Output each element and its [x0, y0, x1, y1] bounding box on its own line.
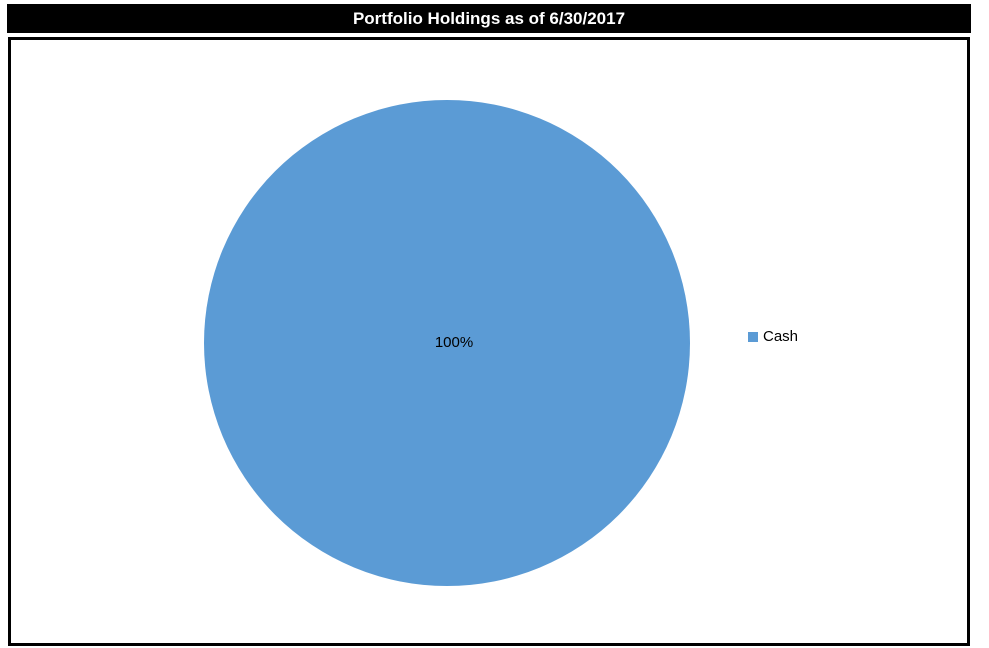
pie-labels: 100% [435, 334, 473, 351]
chart-title: Portfolio Holdings as of 6/30/2017 [7, 4, 971, 33]
legend-label: Cash [763, 328, 798, 345]
pie-slice-cash [204, 100, 690, 586]
pie-slices [204, 100, 690, 586]
legend-swatch [748, 332, 758, 342]
data-label: 100% [435, 334, 473, 351]
legend: Cash [748, 328, 798, 345]
